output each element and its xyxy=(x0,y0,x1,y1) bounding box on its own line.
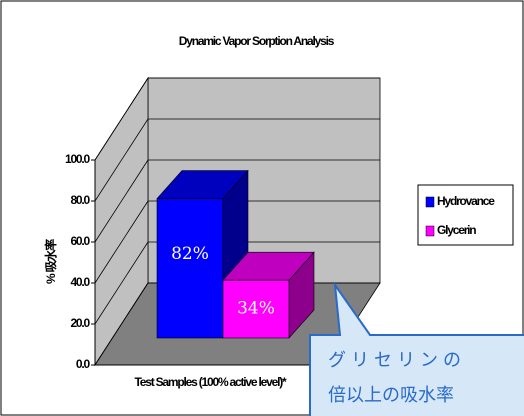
legend-label: Hydrovance xyxy=(437,194,495,208)
bar xyxy=(222,279,290,339)
grid-line xyxy=(94,159,149,243)
y-tick-label: 60.0 xyxy=(70,234,90,248)
grid-line xyxy=(94,200,149,284)
grid-line xyxy=(94,241,149,325)
x-axis-label: Test Samples (100% active level)* xyxy=(135,375,287,389)
grid-line xyxy=(94,77,149,161)
y-axis-label: % 吸水率 xyxy=(43,239,58,284)
legend: Hydrovance Glycerin xyxy=(417,184,514,246)
callout-shape xyxy=(309,281,524,416)
grid-line xyxy=(94,118,149,202)
grid-line xyxy=(94,282,149,366)
bar xyxy=(156,198,224,339)
y-tick-label: 80.0 xyxy=(70,193,90,207)
y-tick-label: 40.0 xyxy=(70,275,90,289)
legend-label: Glycerin xyxy=(437,223,476,237)
callout: グリセリンの 倍以上の吸水率 xyxy=(309,281,524,416)
chart-title: Dynamic Vapor Sorption Analysis xyxy=(179,34,335,48)
y-tick-label: 20.0 xyxy=(70,316,90,330)
legend-swatch xyxy=(425,196,435,208)
y-tick-label: 0.0 xyxy=(76,357,91,371)
y-tick-label: 100.0 xyxy=(65,152,91,166)
callout-text: グリセリンの xyxy=(328,350,466,371)
legend-swatch xyxy=(425,225,435,237)
callout-text: 倍以上の吸水率 xyxy=(328,385,454,406)
data-label: 82% xyxy=(171,244,209,264)
data-label: 34% xyxy=(237,299,275,319)
